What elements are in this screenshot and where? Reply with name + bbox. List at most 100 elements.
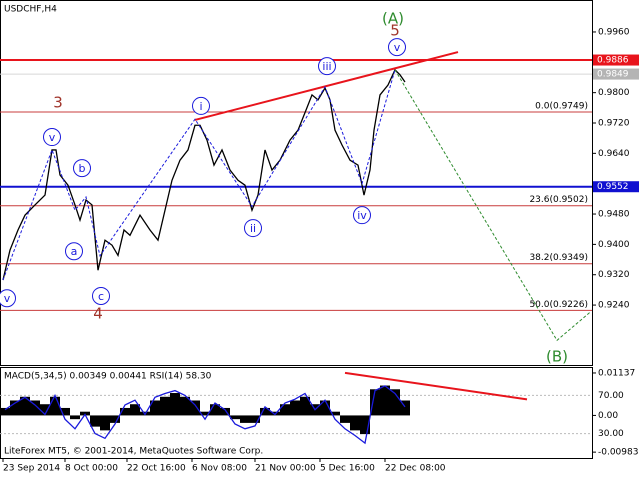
macd-bar <box>20 396 30 416</box>
macd-bar <box>260 407 270 416</box>
wave-label: b <box>79 162 86 175</box>
macd-bar <box>210 404 220 416</box>
wave-label: v <box>394 41 401 54</box>
macd-bar <box>100 415 110 431</box>
wave-circle <box>92 286 110 305</box>
footer: LiteForex MT5, © 2001-2014, MetaQuotes S… <box>4 447 263 457</box>
macd-bar <box>250 415 260 423</box>
y-tick-label: 0.00 <box>598 411 618 421</box>
wave-label: 4 <box>93 305 103 323</box>
y-tick-label: -0.00983 <box>598 448 638 458</box>
y-tick-label: 0.9400 <box>598 240 630 250</box>
wave-circle <box>43 128 61 147</box>
macd-bar <box>150 400 160 416</box>
price-tag-label: 0.9552 <box>597 182 629 192</box>
wave-circle <box>65 242 83 261</box>
fib-label: 23.6(0.9502) <box>529 195 588 205</box>
x-tick-label: 22 Dec 08:00 <box>385 464 446 474</box>
fib-label: 50.0(0.9226) <box>529 300 588 310</box>
macd-bar <box>360 415 370 435</box>
x-tick-label: 6 Nov 08:00 <box>192 464 247 474</box>
wave-label: 5 <box>390 22 400 40</box>
indicator-title: MACD(5,34,5) 0.00349 0.00441 RSI(14) 58.… <box>4 372 212 382</box>
macd-bar <box>280 404 290 416</box>
rsi-line <box>4 385 406 445</box>
rsi-tick-label: 70.00 <box>598 391 624 401</box>
x-tick-label: 8 Oct 00:00 <box>65 464 118 474</box>
macd-bar <box>130 404 140 416</box>
macd-bar <box>200 411 210 416</box>
x-tick-label: 22 Oct 16:00 <box>127 464 186 474</box>
wave-circle <box>0 289 16 308</box>
y-tick-label: 0.9240 <box>598 301 630 311</box>
price-tag <box>593 68 639 80</box>
price-tag-label: 0.9886 <box>597 56 629 66</box>
fib-label: 0.0(0.9749) <box>535 102 588 112</box>
macd-bar <box>350 415 360 431</box>
wave-circle <box>353 206 371 225</box>
macd-bar <box>190 400 200 416</box>
wave-label: v <box>4 292 11 305</box>
macd-bar <box>330 411 340 416</box>
macd-bar <box>390 389 400 416</box>
macd-bar <box>170 393 180 416</box>
trend-line <box>2 69 396 281</box>
macd-bar <box>110 415 120 423</box>
macd-bar <box>300 396 310 416</box>
y-tick-label: 0.9640 <box>598 149 630 159</box>
macd-bar <box>70 415 80 420</box>
wave-circle <box>388 38 406 57</box>
macd-bar <box>400 400 410 416</box>
wave-label: iii <box>322 60 331 73</box>
wave-circle <box>192 96 210 115</box>
macd-bar <box>320 400 330 416</box>
macd-bar <box>50 396 60 416</box>
y-tick-label: 0.9720 <box>598 119 630 129</box>
price-line-series <box>2 68 406 281</box>
macd-bar <box>180 396 190 416</box>
price-tag <box>593 54 639 66</box>
macd-bar <box>220 407 230 416</box>
wave-label: v <box>49 131 56 144</box>
y-tick-label: 0.9960 <box>598 27 630 37</box>
macd-bar <box>10 400 20 416</box>
trend-line <box>394 69 591 342</box>
macd-bar <box>230 415 240 420</box>
price-tag <box>593 181 639 193</box>
chart-title: USDCHF,H4 <box>4 5 57 15</box>
macd-bar <box>160 396 170 416</box>
macd-bar <box>290 400 300 416</box>
macd-bar <box>90 415 100 427</box>
main-frame <box>0 0 593 366</box>
x-tick-label: 21 Nov 00:00 <box>255 464 316 474</box>
wave-label: iv <box>357 209 367 222</box>
fib-label: 38.2(0.9349) <box>529 253 588 263</box>
y-tick-label: 0.9320 <box>598 270 630 280</box>
y-tick-label: 0.9480 <box>598 210 630 220</box>
macd-bar <box>120 407 130 416</box>
macd-bar <box>380 385 390 416</box>
price-tag-label: 0.9849 <box>597 70 629 80</box>
macd-bar <box>30 400 40 416</box>
wave-label: 3 <box>53 94 63 112</box>
wave-label: i <box>199 100 202 113</box>
macd-bar <box>240 415 250 423</box>
wave-circle <box>318 57 336 76</box>
wave-label: c <box>98 290 104 303</box>
rsi-tick-label: 30.00 <box>598 429 624 439</box>
y-tick-label: 0.01137 <box>598 368 635 378</box>
macd-bar <box>370 389 380 416</box>
wave-label: (B) <box>546 347 568 365</box>
y-tick-label: 0.9800 <box>598 88 630 98</box>
macd-bar <box>340 415 350 423</box>
wave-circle <box>73 159 91 178</box>
wave-label: ii <box>250 222 256 235</box>
x-tick-label: 5 Dec 16:00 <box>320 464 375 474</box>
x-tick-label: 23 Sep 2014 <box>3 464 60 474</box>
macd-bar <box>0 407 10 416</box>
trend-line <box>194 51 459 121</box>
wave-label: (A) <box>382 9 404 27</box>
wave-circle <box>244 219 262 238</box>
macd-bar <box>40 404 50 416</box>
